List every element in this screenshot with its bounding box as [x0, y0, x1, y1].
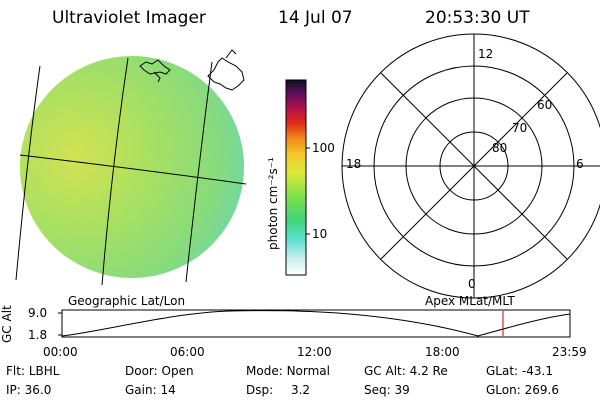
longitude-line	[15, 65, 41, 281]
mlt-label-18: 18	[346, 157, 362, 171]
meta-label: GLat:	[486, 364, 519, 378]
meta-value: 14	[160, 383, 176, 397]
meta-value: LBHL	[28, 364, 60, 378]
meta-ip: IP: 36.0	[6, 383, 51, 397]
right-map-label: Apex MLat/MLT	[425, 294, 515, 308]
meta-door: Door: Open	[125, 364, 194, 378]
meta-gc-alt: GC Alt: 4.2 Re	[364, 364, 448, 378]
meta-value: 39	[394, 383, 410, 397]
meta-value: -43.1	[521, 364, 553, 378]
meta-mode: Mode: Normal	[246, 364, 330, 378]
image-time: 20:53:30 UT	[425, 8, 530, 28]
longitude-line	[101, 57, 129, 286]
meta-dsp: Dsp: 3.2	[246, 383, 310, 397]
colorbar-scale	[285, 79, 307, 276]
meta-glon: GLon: 269.6	[486, 383, 559, 397]
altitude-ytick-1: 1.8	[28, 328, 48, 342]
altitude-xtick: 23:59	[552, 345, 587, 359]
geographic-grid	[15, 57, 247, 286]
altitude-xtick: 18:00	[425, 345, 460, 359]
mlat-label-70: 70	[512, 121, 528, 135]
meta-label: Flt:	[6, 364, 25, 378]
meta-value: Normal	[286, 364, 330, 378]
meta-label: GC Alt:	[364, 364, 406, 378]
mlt-label-12: 12	[478, 47, 494, 61]
image-date: 14 Jul 07	[278, 8, 353, 28]
meta-label: Mode:	[246, 364, 283, 378]
disc-noise-texture	[20, 56, 244, 278]
altitude-curve	[61, 310, 571, 337]
meta-value: 3.2	[290, 383, 311, 397]
altitude-ytick-9: 9.0	[28, 306, 48, 320]
meta-label: Gain:	[125, 383, 157, 397]
meta-value: 4.2 Re	[409, 364, 448, 378]
altitude-ylabel: GC Alt	[0, 305, 14, 343]
altitude-xtick: 00:00	[43, 345, 78, 359]
mlt-label-0: 0	[468, 277, 476, 291]
latitude-line	[19, 154, 247, 185]
left-map-label: Geographic Lat/Lon	[68, 294, 186, 308]
coastline	[139, 49, 245, 91]
meta-value: 36.0	[24, 383, 52, 397]
polar-diagonal-line	[380, 72, 568, 260]
instrument-title: Ultraviolet Imager	[52, 8, 206, 28]
meta-value: 269.6	[524, 383, 559, 397]
meta-seq: Seq: 39	[364, 383, 410, 397]
meta-label: IP:	[6, 383, 21, 397]
mlat-label-60: 60	[537, 98, 553, 112]
altitude-xtick: 12:00	[297, 345, 332, 359]
mlat-label-80: 80	[492, 141, 508, 155]
mlt-label-6: 6	[576, 157, 584, 171]
meta-filter: Flt: LBHL	[6, 364, 59, 378]
meta-gain: Gain: 14	[125, 383, 176, 397]
colorbar-tick-100: 100	[312, 141, 335, 155]
meta-value: Open	[161, 364, 194, 378]
meta-label: Seq:	[364, 383, 391, 397]
meta-label: Dsp:	[246, 383, 274, 397]
meta-label: Door:	[125, 364, 158, 378]
meta-glat: GLat: -43.1	[486, 364, 553, 378]
meta-label: GLon:	[486, 383, 521, 397]
longitude-line	[185, 61, 213, 283]
colorbar-tick-10: 10	[312, 227, 328, 241]
altitude-xtick: 06:00	[170, 345, 205, 359]
altitude-plot-frame	[61, 309, 571, 338]
